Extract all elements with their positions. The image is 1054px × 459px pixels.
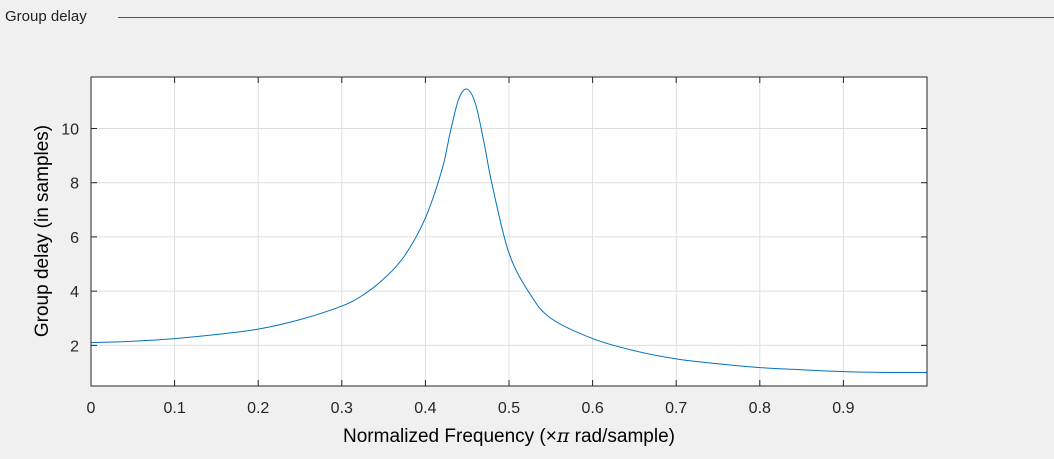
y-tick-label: 10 — [61, 122, 79, 139]
grid-lines — [90, 77, 927, 386]
y-tick-label: 6 — [70, 230, 79, 247]
y-tick-label: 8 — [70, 176, 79, 193]
x-tick-label: 0.5 — [498, 400, 520, 417]
x-tick-label: 0.7 — [665, 400, 687, 417]
y-axis-label: Group delay (in samples) — [32, 125, 53, 337]
x-tick-label: 0.1 — [163, 400, 185, 417]
x-tick-label: 0.9 — [832, 400, 854, 417]
x-axis-label-part-1: Normalized Frequency ( — [343, 426, 546, 447]
panel-title: Group delay — [5, 8, 89, 25]
x-axis-label-times: × — [546, 426, 557, 447]
y-axis-ticks: 2 4 6 8 10 — [61, 122, 927, 355]
x-axis-label-pi: π — [556, 425, 570, 447]
y-tick-label: 2 — [70, 338, 79, 355]
x-tick-label: 0.2 — [247, 400, 269, 417]
x-tick-label: 0.3 — [331, 400, 353, 417]
x-axis-label-part-2: rad/sample) — [569, 426, 675, 447]
x-axis-label: Normalized Frequency (×π rad/sample) — [343, 425, 675, 447]
x-tick-label: 0.6 — [581, 400, 603, 417]
x-tick-label: 0.4 — [414, 400, 436, 417]
panel-title-rule — [118, 17, 1054, 18]
y-tick-label: 4 — [70, 284, 79, 301]
x-axis-ticks: 0 0.1 0.2 0.3 0.4 0.5 0.6 0.7 0.8 0.9 — [87, 77, 855, 417]
x-tick-label: 0 — [87, 400, 96, 417]
x-tick-label: 0.8 — [749, 400, 771, 417]
group-delay-curve — [90, 88, 928, 374]
